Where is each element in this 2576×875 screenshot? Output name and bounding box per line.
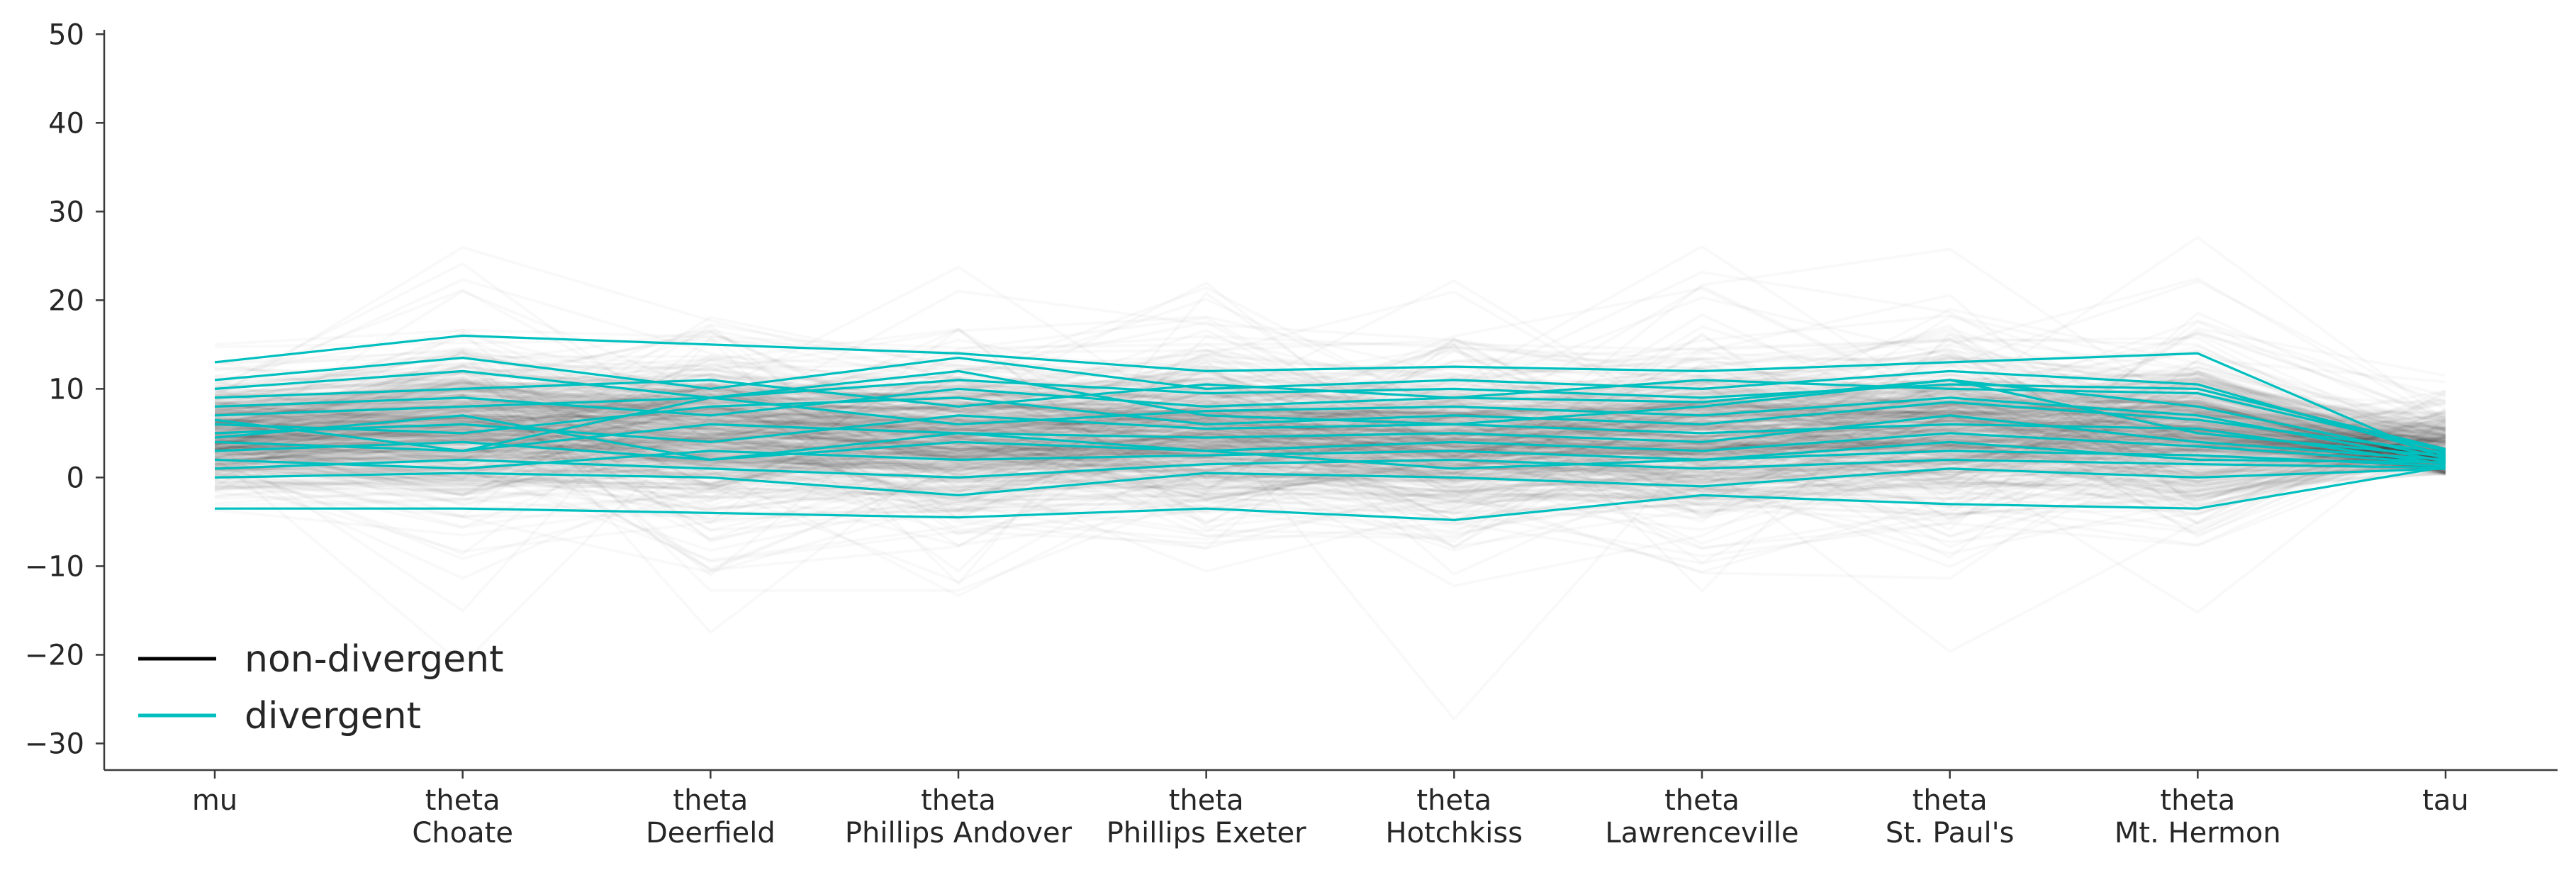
x-tick-label: theta [673, 784, 748, 817]
legend: non-divergent divergent [138, 638, 504, 737]
y-tick-label: 50 [48, 18, 84, 51]
legend-label-non-divergent: non-divergent [245, 638, 504, 681]
divergent-line [214, 467, 2446, 497]
x-tick-label: theta [425, 784, 500, 817]
divergent-line [214, 414, 2446, 466]
divergent-line [214, 432, 2446, 464]
divergent-line [214, 450, 2446, 470]
divergent-line [214, 334, 2446, 461]
x-axis-ticks: mu thetaChoatethetaDeerfieldthetaPhillips… [192, 770, 2469, 849]
divergent-line [214, 356, 2446, 457]
y-tick-label: 10 [48, 373, 84, 406]
x-tick-label-line2: Phillips Andover [845, 817, 1073, 849]
x-tick-label: theta [1416, 784, 1491, 817]
x-tick-label: theta [921, 784, 996, 817]
non-divergent-lines [215, 238, 2446, 719]
y-tick-label: 0 [67, 462, 84, 494]
x-tick-label: theta [1913, 784, 1988, 817]
x-tick-label-line2: Hotchkiss [1386, 817, 1523, 849]
y-tick-label: 20 [48, 284, 84, 317]
x-tick-label: theta [1169, 784, 1244, 817]
divergent-line [214, 458, 2446, 479]
x-tick-label: theta [1664, 784, 1740, 817]
legend-label-divergent: divergent [245, 695, 421, 737]
x-tick-label-line2: Phillips Exeter [1107, 817, 1306, 849]
divergent-line [214, 379, 2446, 459]
divergent-line [215, 465, 2446, 522]
y-tick-label: −20 [25, 639, 84, 671]
x-tick-label: mu [192, 784, 237, 817]
divergent-line [214, 369, 2446, 450]
y-tick-label: −10 [25, 550, 84, 583]
divergent-lines [214, 334, 2446, 522]
y-axis-ticks: −30 −20 −10 0 10 20 30 40 50 [25, 18, 104, 760]
x-tick-label-line2: St. Paul's [1886, 817, 2015, 849]
x-tick-label-line2: Deerfield [646, 817, 775, 849]
x-tick-label-line2: Lawrenceville [1605, 817, 1798, 849]
divergent-line [214, 414, 2446, 470]
divergent-line [214, 369, 2446, 457]
x-tick-label-line2: Choate [412, 817, 513, 849]
x-tick-label-line2: Mt. Hermon [2115, 817, 2281, 849]
x-tick-label: tau [2422, 784, 2469, 817]
y-tick-label: 30 [48, 196, 84, 228]
y-tick-label: −30 [25, 728, 84, 760]
y-tick-label: 40 [48, 107, 84, 140]
x-tick-label: theta [2160, 784, 2235, 817]
